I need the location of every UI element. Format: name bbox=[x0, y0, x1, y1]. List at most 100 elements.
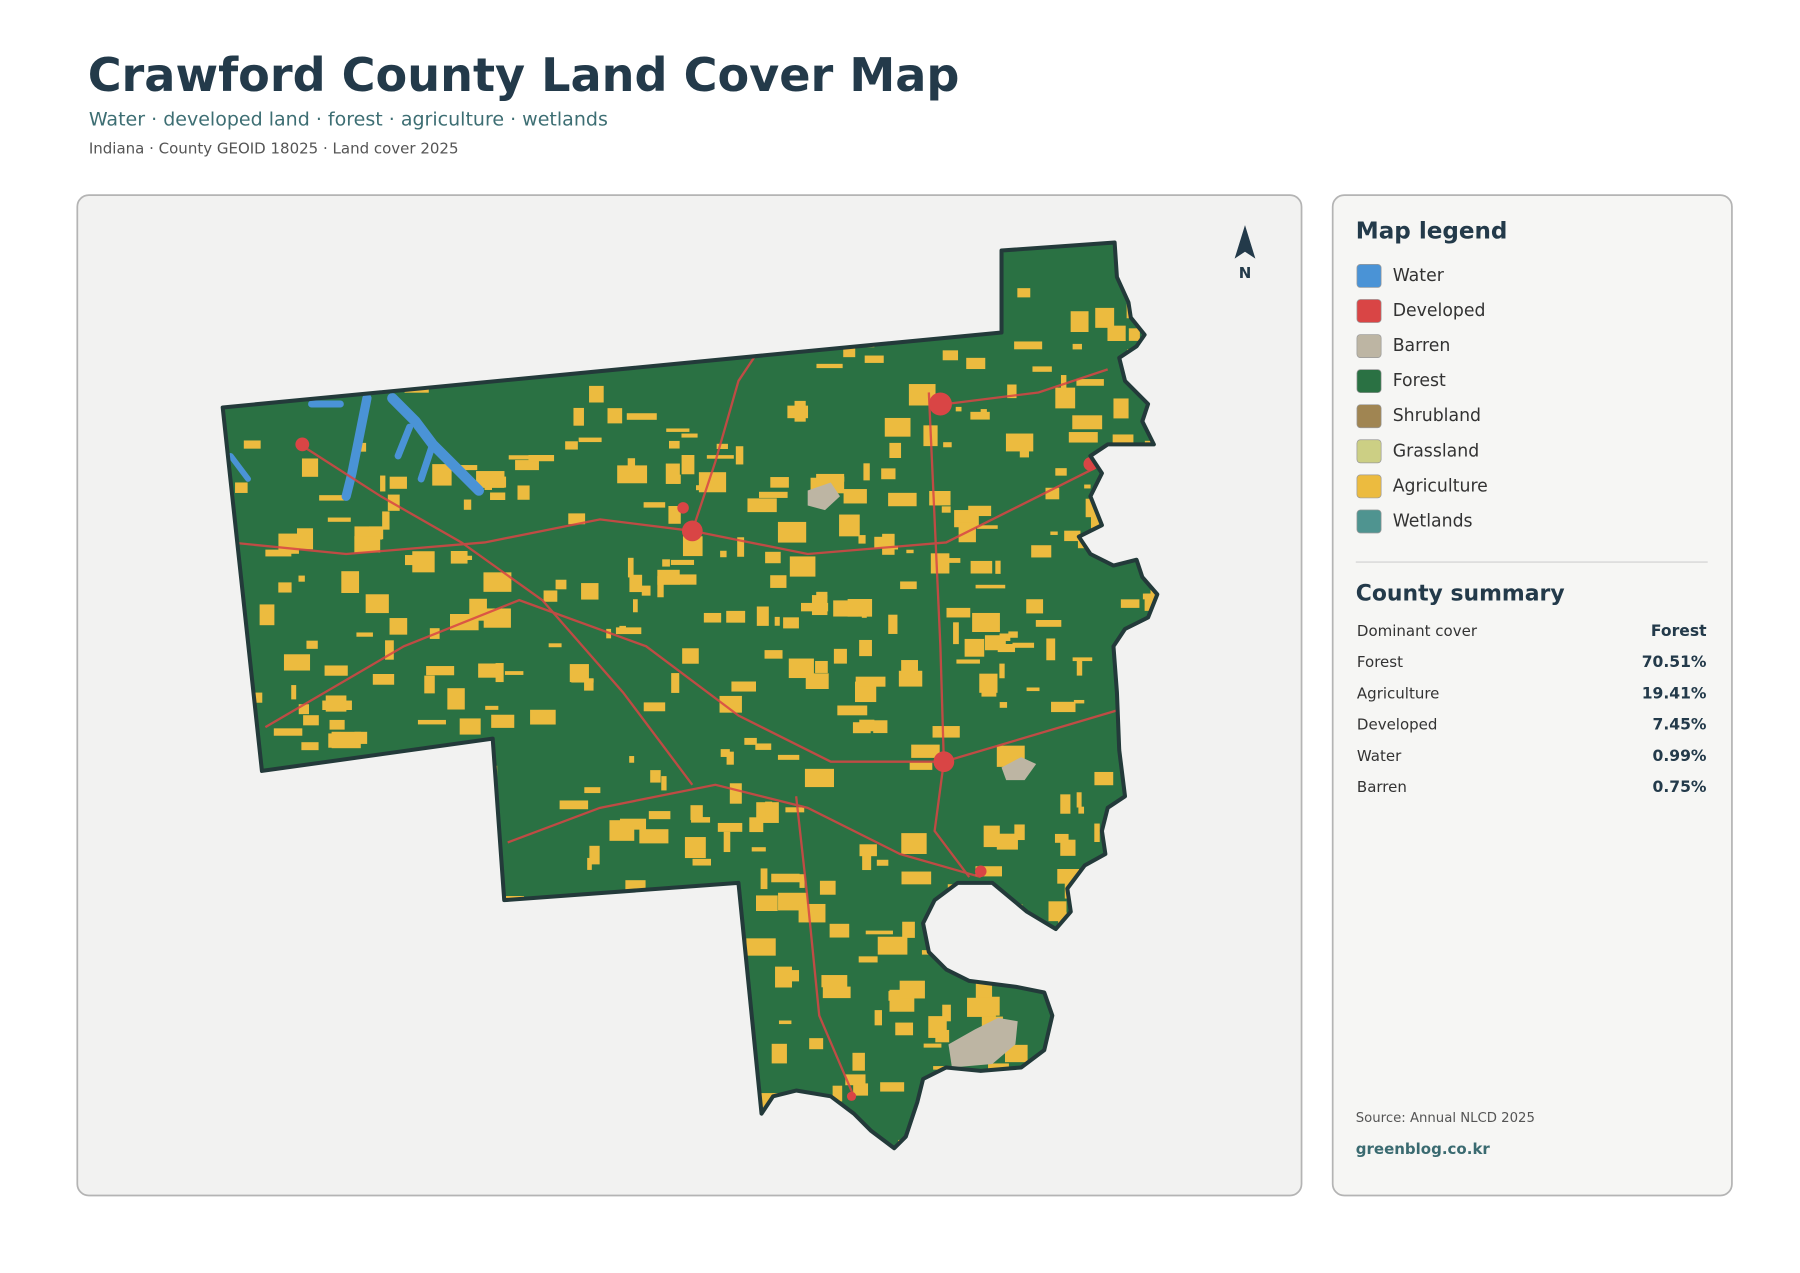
agriculture-patch bbox=[389, 618, 408, 635]
agriculture-patch bbox=[906, 549, 914, 554]
agriculture-patch bbox=[1094, 823, 1100, 842]
agriculture-patch bbox=[729, 783, 742, 804]
agriculture-patch bbox=[548, 643, 562, 648]
agriculture-patch bbox=[1076, 792, 1082, 808]
agriculture-patch bbox=[865, 930, 893, 935]
agriculture-patch bbox=[966, 357, 986, 370]
agriculture-patch bbox=[999, 702, 1008, 708]
agriculture-patch bbox=[811, 595, 828, 616]
agriculture-patch bbox=[607, 408, 623, 424]
agriculture-patch bbox=[690, 805, 703, 821]
summary-value: 7.45% bbox=[1653, 716, 1707, 734]
agriculture-patch bbox=[671, 673, 680, 693]
agriculture-patch bbox=[259, 604, 275, 626]
agriculture-patch bbox=[855, 676, 886, 687]
summary-label: Barren bbox=[1357, 778, 1407, 796]
agriculture-patch bbox=[1054, 833, 1069, 843]
agriculture-patch bbox=[895, 1022, 914, 1036]
agriculture-patch bbox=[983, 825, 1000, 848]
agriculture-patch bbox=[821, 975, 848, 988]
river bbox=[341, 393, 372, 501]
summary-title: County summary bbox=[1356, 581, 1565, 606]
agriculture-patch bbox=[657, 576, 664, 598]
agriculture-patch bbox=[679, 574, 697, 585]
agriculture-patch bbox=[884, 417, 911, 437]
agriculture-patch bbox=[324, 665, 348, 676]
agriculture-patch bbox=[942, 350, 959, 361]
agriculture-patch bbox=[843, 348, 856, 358]
agriculture-patch bbox=[1107, 325, 1126, 341]
agriculture-patch bbox=[682, 536, 703, 557]
agriculture-patch bbox=[876, 859, 889, 866]
agriculture-patch bbox=[1014, 824, 1025, 841]
agriculture-patch bbox=[759, 491, 788, 498]
agriculture-patch bbox=[584, 787, 601, 794]
agriculture-patch bbox=[783, 617, 799, 629]
agriculture-patch bbox=[829, 923, 850, 938]
agriculture-patch bbox=[483, 572, 512, 592]
agriculture-patch bbox=[1048, 901, 1067, 922]
agriculture-patch bbox=[932, 500, 945, 506]
agriculture-patch bbox=[1120, 599, 1140, 608]
agriculture-patch bbox=[298, 575, 305, 582]
agriculture-patch bbox=[771, 1043, 787, 1064]
agriculture-patch bbox=[726, 751, 734, 765]
agriculture-patch bbox=[862, 850, 872, 871]
agriculture-patch bbox=[1014, 341, 1043, 350]
agriculture-patch bbox=[946, 607, 971, 618]
agriculture-patch bbox=[682, 648, 699, 664]
agriculture-patch bbox=[859, 639, 872, 657]
river-arm bbox=[308, 400, 437, 483]
agriculture-patch bbox=[839, 514, 860, 537]
agriculture-patch bbox=[859, 844, 877, 857]
agriculture-patch bbox=[1073, 699, 1085, 704]
agriculture-patch bbox=[964, 638, 985, 657]
agriculture-patch bbox=[1050, 531, 1058, 535]
legend-swatch bbox=[1356, 509, 1382, 534]
water-features bbox=[227, 393, 485, 501]
agriculture-patch bbox=[530, 709, 556, 725]
agriculture-patch bbox=[832, 1085, 843, 1102]
agriculture-patch bbox=[571, 678, 594, 683]
agriculture-patch bbox=[1142, 593, 1158, 600]
agriculture-patch bbox=[589, 385, 604, 403]
summary-value: 0.75% bbox=[1653, 778, 1707, 796]
legend-swatch bbox=[1356, 404, 1382, 429]
agriculture-patch bbox=[747, 498, 777, 513]
agriculture-patch bbox=[939, 558, 961, 563]
agriculture-patch bbox=[1095, 307, 1115, 328]
agriculture-patch bbox=[975, 866, 1002, 877]
agriculture-patch bbox=[643, 502, 666, 508]
agriculture-patch bbox=[977, 525, 998, 529]
agriculture-patch bbox=[698, 472, 727, 493]
agriculture-patch bbox=[731, 681, 756, 692]
county-boundary bbox=[220, 240, 1160, 1151]
agriculture-patch bbox=[543, 590, 558, 602]
town bbox=[846, 1091, 857, 1101]
agriculture-patch bbox=[517, 485, 530, 500]
agriculture-patch bbox=[798, 903, 826, 923]
barren-patch bbox=[807, 482, 840, 511]
agriculture-patch bbox=[760, 1096, 766, 1112]
agriculture-patch bbox=[855, 681, 877, 703]
agriculture-patch bbox=[771, 873, 800, 883]
agriculture-patch bbox=[584, 678, 594, 691]
legend-swatch bbox=[1356, 264, 1382, 288]
agriculture-patch bbox=[451, 555, 473, 560]
agriculture-patch bbox=[859, 719, 875, 732]
agriculture-patch bbox=[789, 556, 816, 577]
agriculture-patch bbox=[629, 574, 643, 593]
developed-areas bbox=[295, 392, 1098, 1101]
agriculture-patch bbox=[515, 460, 539, 471]
summary-value: 0.99% bbox=[1653, 747, 1707, 765]
agriculture-patch bbox=[354, 536, 381, 553]
agriculture-patch bbox=[980, 409, 987, 417]
agriculture-patch bbox=[720, 749, 730, 757]
agriculture-patch bbox=[888, 614, 898, 634]
agriculture-patch bbox=[643, 702, 666, 712]
agriculture-patch bbox=[389, 476, 407, 489]
agriculture-patch bbox=[319, 495, 346, 501]
agriculture-patch bbox=[1078, 806, 1085, 814]
